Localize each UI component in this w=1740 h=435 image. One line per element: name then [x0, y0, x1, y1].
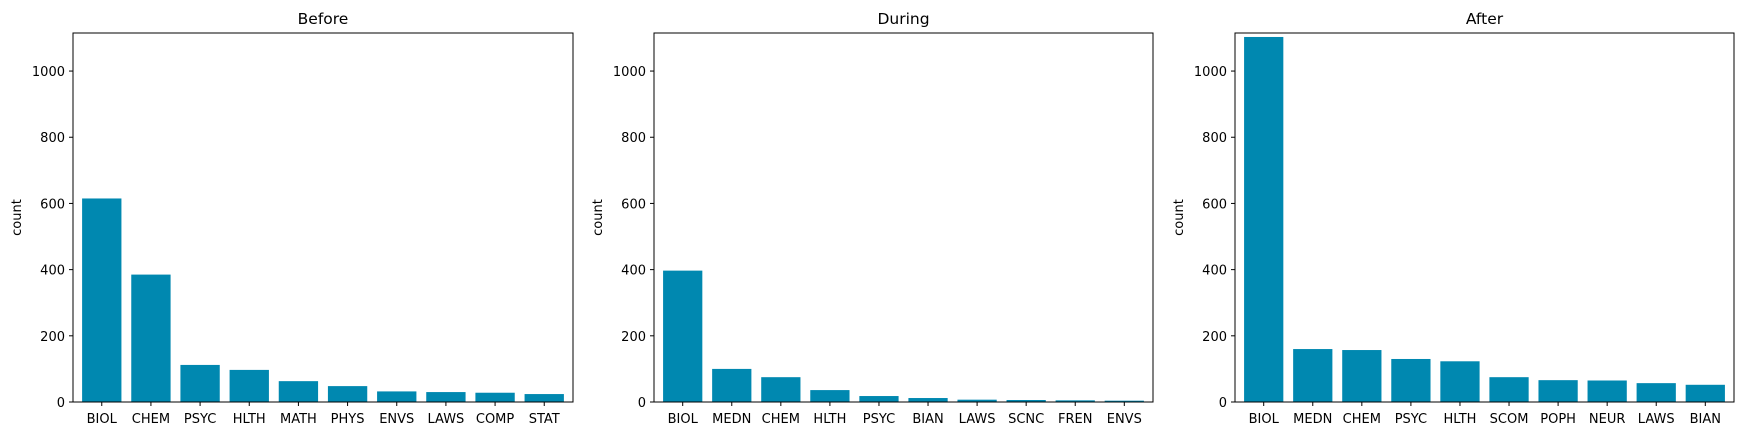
bar-psyc — [859, 396, 899, 402]
y-axis-label: count — [591, 199, 606, 236]
chart-title: After — [1466, 10, 1504, 28]
x-tick-label-envs: ENVS — [379, 412, 414, 427]
y-tick-label: 1000 — [32, 65, 65, 80]
chart-title: During — [877, 10, 929, 28]
x-tick-label-poph: POPH — [1540, 412, 1576, 427]
x-tick-label-envs: ENVS — [1107, 412, 1142, 427]
y-tick-label: 600 — [621, 197, 646, 212]
x-tick-label-bian: BIAN — [912, 412, 943, 427]
bar-medn — [712, 368, 752, 402]
axes-frame — [1234, 32, 1735, 403]
bar-poph — [1538, 380, 1578, 402]
x-tick-label-laws: LAWS — [959, 412, 996, 427]
axes-frame — [653, 32, 1154, 403]
x-tick-label-biol: BIOL — [668, 412, 699, 427]
y-tick-label: 200 — [621, 330, 646, 345]
chart-panel-1: 0 200 400 600 800 1000 BIOL CHEM PSYC HLTH MATH PHY… — [10, 10, 574, 427]
bar-hlth — [1440, 361, 1480, 402]
bar-fren — [1055, 400, 1095, 402]
y-tick-label: 400 — [621, 264, 646, 279]
x-tick-label-bian: BIAN — [1690, 412, 1721, 427]
y-tick-label: 200 — [1202, 330, 1227, 345]
x-tick-label-psyc: PSYC — [863, 412, 895, 427]
bar-biol — [82, 198, 122, 402]
bar-stat — [524, 394, 564, 402]
bar-biol — [663, 270, 703, 402]
y-tick-label: 0 — [638, 396, 646, 411]
x-tick-label-laws: LAWS — [1638, 412, 1675, 427]
y-tick-label: 800 — [621, 131, 646, 146]
y-axis-label: count — [10, 199, 25, 236]
bar-chem — [1342, 350, 1382, 402]
x-tick-label-psyc: PSYC — [184, 412, 216, 427]
x-tick-label-math: MATH — [280, 412, 317, 427]
x-tick-label-laws: LAWS — [427, 412, 464, 427]
bar-phys — [327, 386, 368, 402]
chart-panel-2: 0 200 400 600 800 1000 BIOL MEDN CHEM HLTH PSYC BIA… — [591, 10, 1154, 427]
bar-neur — [1587, 380, 1627, 402]
y-tick-label: 200 — [40, 330, 65, 345]
x-tick-label-biol: BIOL — [87, 412, 118, 427]
x-tick-label-hlth: HLTH — [813, 412, 846, 427]
bar-bian — [908, 398, 948, 402]
bar-envs — [377, 391, 417, 402]
bar-biol — [1244, 36, 1284, 402]
x-tick-label-chem: CHEM — [132, 412, 170, 427]
bar-scnc — [1006, 400, 1046, 402]
bar-scom — [1489, 377, 1529, 402]
x-tick-label-scom: SCOM — [1490, 412, 1529, 427]
chart-title: Before — [298, 10, 349, 28]
x-tick-label-hlth: HLTH — [233, 412, 266, 427]
chart-panel-3: 0 200 400 600 800 1000 BIOL MEDN CHEM PSYC HLTH SCO… — [1172, 10, 1735, 427]
y-tick-label: 400 — [40, 264, 65, 279]
bar-psyc — [180, 364, 220, 402]
bar-hlth — [229, 369, 269, 402]
axes-frame — [72, 32, 574, 403]
y-axis-label: count — [1172, 199, 1187, 236]
bar-math — [278, 381, 319, 402]
bar-envs — [1104, 400, 1144, 402]
bar-chem — [761, 377, 801, 402]
x-tick-label-chem: CHEM — [1343, 412, 1381, 427]
x-tick-label-phys: PHYS — [331, 412, 365, 427]
bar-laws — [426, 392, 466, 402]
y-tick-label: 0 — [57, 396, 65, 411]
y-tick-label: 600 — [1202, 197, 1227, 212]
bar-psyc — [1391, 358, 1431, 402]
x-tick-label-comp: COMP — [476, 412, 515, 427]
x-tick-label-chem: CHEM — [762, 412, 800, 427]
bar-laws — [1636, 383, 1676, 402]
x-tick-label-fren: FREN — [1058, 412, 1092, 427]
y-tick-label: 600 — [40, 197, 65, 212]
y-tick-label: 400 — [1202, 264, 1227, 279]
bar-comp — [475, 392, 515, 402]
x-tick-label-scnc: SCNC — [1008, 412, 1044, 427]
x-tick-label-medn: MEDN — [1293, 412, 1332, 427]
x-tick-label-psyc: PSYC — [1395, 412, 1427, 427]
x-tick-label-biol: BIOL — [1249, 412, 1280, 427]
x-tick-label-hlth: HLTH — [1443, 412, 1476, 427]
y-tick-label: 800 — [40, 131, 65, 146]
y-tick-label: 800 — [1202, 131, 1227, 146]
y-tick-label: 1000 — [613, 65, 646, 80]
bar-bian — [1685, 384, 1725, 402]
bar-laws — [957, 399, 997, 402]
bar-hlth — [810, 390, 850, 402]
x-tick-label-medn: MEDN — [712, 412, 751, 427]
bar-chem — [131, 274, 171, 402]
y-tick-label: 0 — [1219, 396, 1227, 411]
x-tick-label-neur: NEUR — [1589, 412, 1626, 427]
bar-medn — [1293, 349, 1333, 402]
y-tick-label: 1000 — [1194, 65, 1227, 80]
x-tick-label-stat: STAT — [529, 412, 560, 427]
